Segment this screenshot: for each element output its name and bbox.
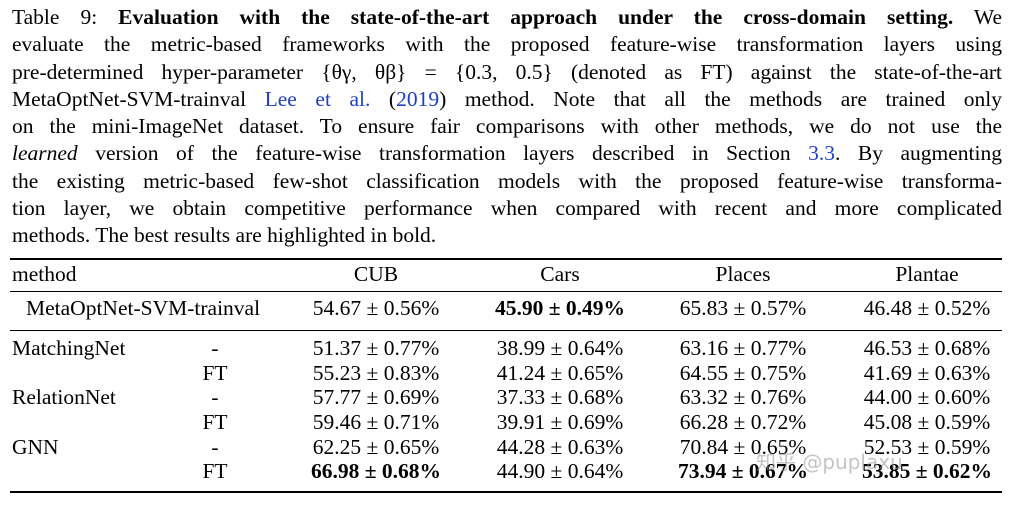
- caption-text: pre-determined hyper-parameter {θγ, θβ} …: [12, 59, 1002, 84]
- row-method-label: RelationNet: [12, 385, 116, 409]
- caption-line-8: tion layer, we obtain competitive perfor…: [12, 196, 1002, 221]
- caption-line-4: MetaOptNet-SVM-trainval Lee et al. (2019…: [12, 86, 1002, 113]
- caption-line-7: the existing metric-based few-shot class…: [12, 168, 1002, 193]
- citation-year-link[interactable]: 2019: [396, 86, 440, 111]
- caption-text: We: [973, 5, 1002, 29]
- table-cell: 65.83 ± 0.57%: [679, 296, 807, 320]
- table-cell: 66.28 ± 0.72%: [679, 410, 807, 434]
- table-cell: 64.55 ± 0.75%: [679, 361, 807, 385]
- watermark: 知乎 @puplaxu: [756, 450, 903, 474]
- table-cell: 63.16 ± 0.77%: [679, 336, 807, 360]
- table-cell: 53.85 ± 0.62%: [861, 459, 993, 483]
- table-cell: 66.98 ± 0.68%: [310, 459, 442, 483]
- caption-label: Table 9:: [12, 5, 98, 29]
- row-variant: -: [211, 435, 219, 459]
- table-cell: 55.23 ± 0.83%: [312, 361, 440, 385]
- caption-text: version of the feature-wise transformati…: [77, 141, 809, 166]
- row-variant: FT: [202, 459, 228, 483]
- caption-line-9: methods. The best results are highlighte…: [12, 223, 437, 248]
- table-cell: 44.00 ± 0.60%: [863, 385, 991, 409]
- table-cell: 39.91 ± 0.69%: [496, 410, 624, 434]
- table-cell: 52.53 ± 0.59%: [863, 435, 991, 459]
- caption-title: Evaluation with the state-of-the-art app…: [118, 5, 954, 29]
- table-cell: 62.25 ± 0.65%: [312, 435, 440, 459]
- table-caption: Table 9: Evaluation with the state-of-th…: [12, 4, 1002, 250]
- row-variant: -: [211, 385, 219, 409]
- header-cars: Cars: [540, 262, 580, 286]
- caption-text: (: [370, 86, 397, 111]
- caption-text: . By augmenting: [834, 141, 1002, 166]
- caption-line-6: learned version of the feature-wise tran…: [12, 140, 1002, 167]
- caption-line-1: Table 9: Evaluation with the state-of-th…: [12, 4, 1002, 31]
- emphasis-learned: learned: [12, 141, 78, 166]
- group-rule: [10, 330, 1002, 331]
- caption-text: ) method. Note that all the methods are …: [439, 86, 1002, 111]
- row-variant: FT: [202, 361, 228, 385]
- table-cell: 45.08 ± 0.59%: [863, 410, 991, 434]
- row-method-label: MatchingNet: [12, 336, 126, 360]
- table-cell: 46.53 ± 0.68%: [863, 336, 991, 360]
- row-method-label: GNN: [12, 435, 59, 459]
- table-cell: 54.67 ± 0.56%: [312, 296, 440, 320]
- table-bottom-rule: [10, 491, 1002, 493]
- table-cell: 57.77 ± 0.69%: [312, 385, 440, 409]
- header-cub: CUB: [353, 262, 399, 286]
- caption-line-2: evaluate the metric-based frameworks wit…: [12, 32, 1002, 57]
- row-method-label: MetaOptNet-SVM-trainval: [26, 296, 261, 320]
- table-cell: 51.37 ± 0.77%: [312, 336, 440, 360]
- table-cell: 37.33 ± 0.68%: [496, 385, 624, 409]
- table-cell: 41.24 ± 0.65%: [496, 361, 624, 385]
- table-cell: 38.99 ± 0.64%: [496, 336, 624, 360]
- header-plantae: Plantae: [895, 262, 959, 286]
- table-cell: 44.90 ± 0.64%: [496, 459, 624, 483]
- header-places: Places: [715, 262, 771, 286]
- row-variant: -: [211, 336, 219, 360]
- table-cell: 41.69 ± 0.63%: [863, 361, 991, 385]
- table-cell: 46.48 ± 0.52%: [863, 296, 991, 320]
- table-cell: 73.94 ± 0.67%: [677, 459, 809, 483]
- row-variant: FT: [202, 410, 228, 434]
- header-method: method: [12, 262, 77, 286]
- section-link[interactable]: 3.3: [808, 141, 835, 166]
- table-cell: 44.28 ± 0.63%: [496, 435, 624, 459]
- caption-line-3: pre-determined hyper-parameter {θγ, θβ} …: [12, 59, 1002, 86]
- table-cell: 45.90 ± 0.49%: [494, 296, 626, 320]
- caption-text: MetaOptNet-SVM-trainval: [12, 86, 265, 111]
- header-rule: [10, 291, 1002, 292]
- table-cell: 63.32 ± 0.76%: [679, 385, 807, 409]
- table-cell: 70.84 ± 0.65%: [679, 435, 807, 459]
- caption-line-5: on the mini-ImageNet dataset. To ensure …: [12, 114, 1002, 139]
- table-top-rule: [10, 258, 1002, 260]
- table-cell: 59.46 ± 0.71%: [312, 410, 440, 434]
- citation-link[interactable]: Lee et al.: [264, 86, 371, 111]
